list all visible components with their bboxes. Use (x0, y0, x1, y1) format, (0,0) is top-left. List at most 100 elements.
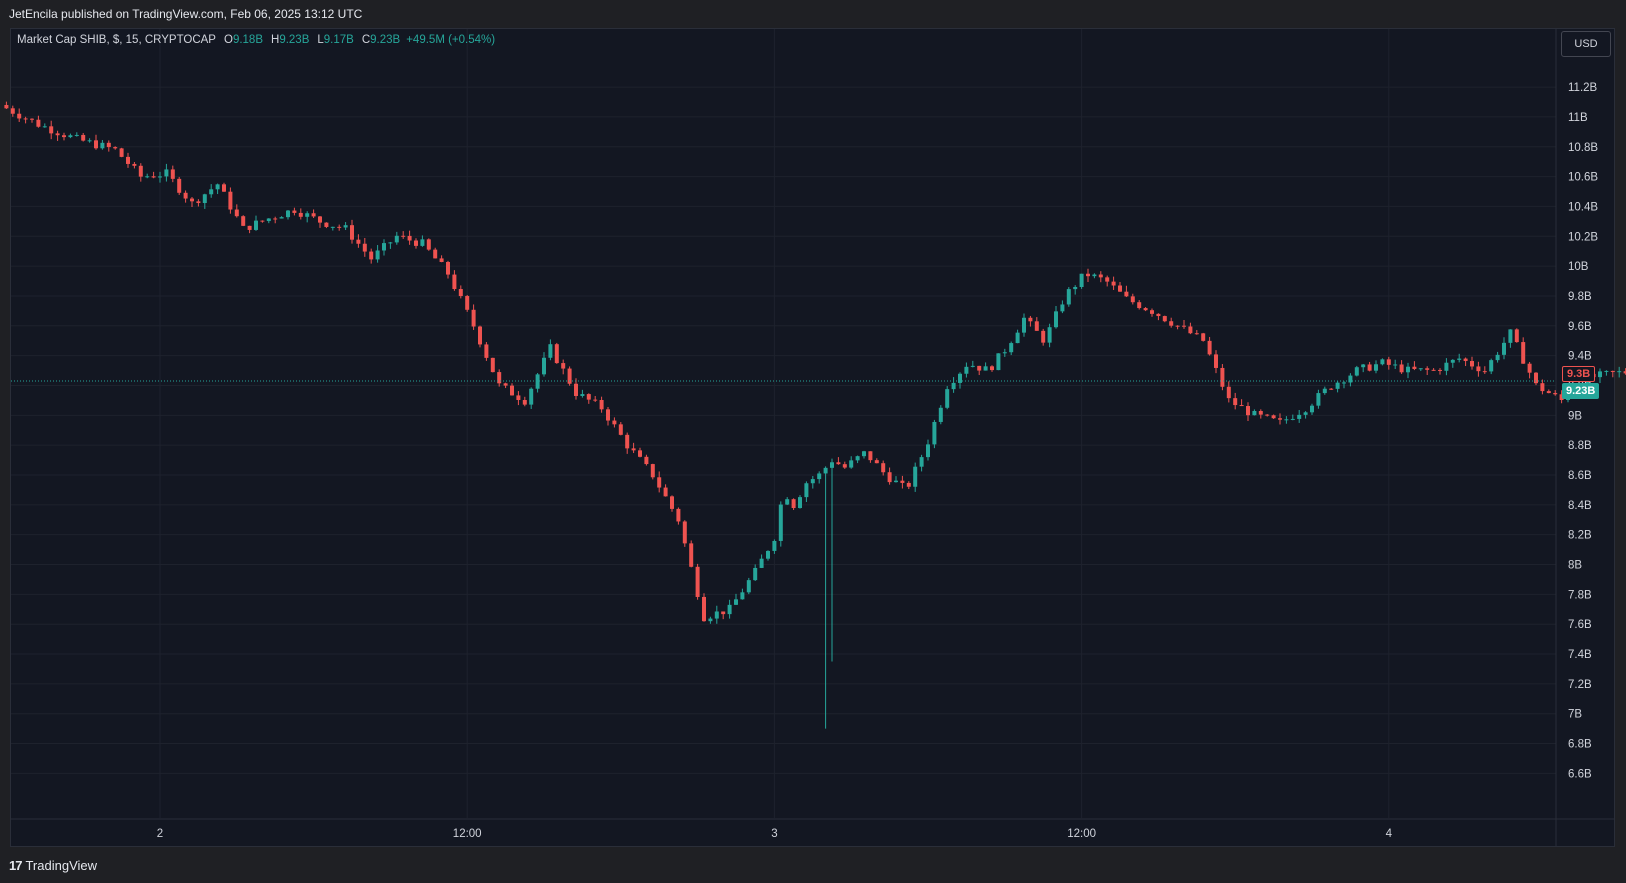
candle-body (970, 365, 975, 367)
x-tick-label: 12:00 (453, 828, 482, 840)
candle-body (1143, 308, 1148, 311)
candle-body (382, 243, 386, 251)
candle-body (759, 558, 764, 568)
candle-body (1098, 274, 1103, 278)
candle-body (1502, 342, 1506, 355)
y-tick-label: 8.2B (1568, 530, 1592, 542)
candle-body (708, 618, 713, 622)
candle-body (842, 464, 847, 468)
candle-body (1431, 369, 1436, 371)
candle-body (1444, 362, 1449, 371)
candle-body (497, 372, 502, 384)
candle-body (1009, 343, 1014, 353)
candle-body (394, 235, 399, 243)
candle-body (81, 134, 86, 141)
candle-body (1598, 371, 1602, 378)
candle-body (1015, 332, 1020, 344)
y-tick-label: 11B (1568, 112, 1588, 124)
candle-body (1335, 382, 1340, 389)
candle-body (1386, 359, 1391, 365)
top-bar: JetEncila published on TradingView.com, … (0, 0, 1626, 28)
currency-button[interactable]: USD (1561, 31, 1611, 57)
candle-body (772, 540, 777, 551)
candle-body (94, 140, 98, 149)
candle-body (1438, 369, 1442, 371)
candle-body (1156, 313, 1161, 317)
candle-body (209, 189, 214, 195)
candle-body (1118, 285, 1122, 292)
candle-body (170, 169, 175, 179)
candle-body (894, 480, 898, 483)
candle-body (1361, 364, 1366, 368)
candle-body (126, 156, 130, 164)
candle-body (119, 148, 124, 157)
candle-body (100, 142, 105, 149)
candle-body (1066, 289, 1071, 305)
candle-body (1214, 354, 1218, 368)
candle-body (311, 213, 316, 217)
candle-body (1329, 388, 1334, 390)
x-tick-label: 3 (771, 828, 777, 840)
high-label: H (271, 34, 280, 46)
candle-body (388, 242, 393, 244)
candle-body (305, 213, 310, 217)
candle-body (1457, 358, 1462, 360)
y-tick-label: 7.4B (1568, 649, 1592, 661)
candle-body (298, 212, 303, 217)
candle-body (663, 487, 668, 497)
x-tick-label: 2 (157, 828, 163, 840)
y-tick-label: 10.8B (1568, 142, 1598, 154)
candle-body (1514, 329, 1519, 343)
candle-body (439, 258, 444, 263)
candle-body (932, 421, 937, 445)
last-price-tag: 9.23B (1562, 383, 1600, 399)
candle-body (113, 147, 118, 149)
candle-body (407, 235, 412, 241)
candle-body (714, 611, 719, 619)
candle-body (196, 201, 201, 204)
candle-body (554, 344, 559, 364)
candle-body (1182, 325, 1186, 327)
candle-body (1265, 414, 1270, 416)
candle-body (644, 456, 649, 465)
chart-grid (11, 29, 1614, 846)
candle-body (324, 222, 329, 227)
candle-body (945, 389, 950, 408)
candle-body (740, 592, 745, 600)
candle-body (810, 479, 815, 484)
candle-body (132, 163, 137, 166)
candle-body (478, 326, 482, 345)
y-tick-label: 11.2B (1568, 82, 1598, 94)
candle-body (1105, 277, 1110, 282)
candle-body (30, 118, 34, 120)
candle-body (458, 289, 463, 297)
candle-body (791, 499, 796, 509)
candle-body (586, 394, 591, 400)
candle-body (1393, 364, 1398, 366)
candle-body (337, 226, 342, 228)
y-tick-label: 8B (1568, 560, 1582, 572)
candle-body (964, 366, 969, 374)
candle-body (490, 357, 495, 373)
chart-frame[interactable] (10, 28, 1615, 847)
candle-body (926, 444, 930, 458)
candle-body (1450, 359, 1455, 363)
candle-body (561, 363, 566, 369)
tradingview-logo[interactable]: 17 TradingView (9, 858, 97, 873)
candle-body (823, 467, 828, 474)
candle-body (414, 240, 418, 246)
candle-body (983, 366, 988, 371)
candle-body (151, 176, 156, 178)
candle-body (23, 118, 28, 120)
candle-body (1527, 363, 1532, 373)
candle-body (273, 218, 278, 220)
candle-body (862, 451, 866, 457)
candle-body (49, 126, 54, 134)
candle-body (228, 191, 233, 210)
candle-body (766, 550, 770, 559)
candle-body (68, 135, 73, 138)
candle-body (1418, 368, 1423, 370)
candle-body (1489, 360, 1494, 372)
